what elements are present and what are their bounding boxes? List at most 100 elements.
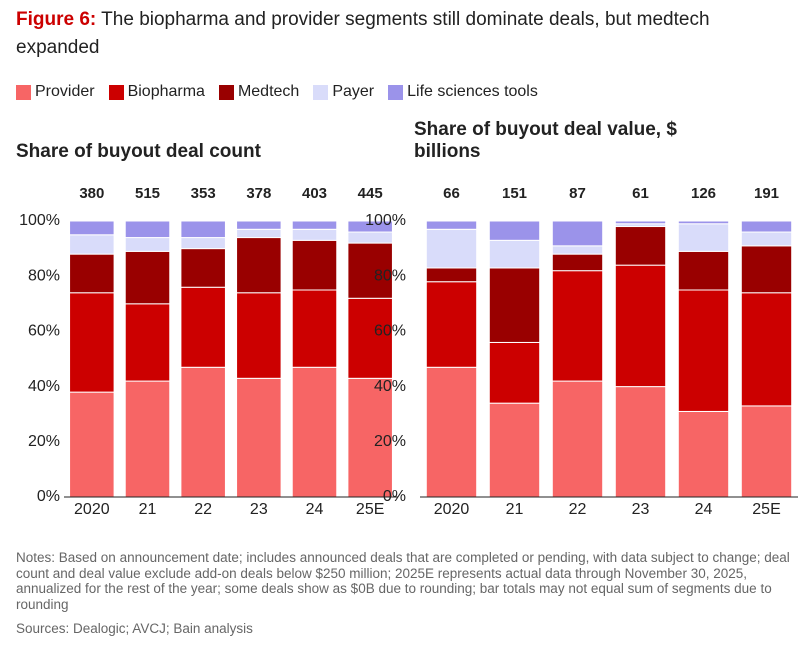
total-label: 380 [79, 185, 104, 202]
bar-segment [551, 220, 604, 247]
bar-segment [488, 220, 541, 241]
bar-segment [551, 253, 604, 272]
legend: Provider Biopharma Medtech Payer Life scienc… [16, 83, 538, 101]
bar-segment [347, 231, 393, 244]
total-label: 87 [569, 185, 586, 202]
bar-segment [488, 239, 541, 269]
legend-label: Biopharma [127, 83, 205, 100]
x-tick-label: 2020 [74, 501, 110, 518]
legend-item: Biopharma [108, 83, 205, 101]
chart-title: Share of buyout deal count [16, 141, 261, 162]
bar-segment [614, 264, 667, 388]
bar-segment [677, 289, 730, 412]
bar-segment [551, 380, 604, 498]
total-label: 126 [691, 185, 716, 202]
y-tick-label: 0% [383, 488, 406, 505]
bar-segment [740, 245, 793, 294]
y-tick-label: 40% [28, 378, 60, 395]
total-label: 353 [191, 185, 216, 202]
x-tick-label: 23 [250, 501, 268, 518]
legend-swatch [16, 84, 31, 100]
bar-segment [740, 231, 793, 247]
total-label: 151 [502, 185, 527, 202]
y-tick-label: 20% [374, 433, 406, 450]
bar-segment [180, 220, 226, 239]
bar-segment [236, 220, 282, 230]
bar-segment [236, 228, 282, 239]
bar-segment [614, 226, 667, 266]
bar-segment [291, 239, 338, 291]
bar-segment [677, 220, 730, 225]
bar-segment [180, 248, 226, 288]
legend-swatch [108, 84, 124, 100]
bar-segment [347, 220, 393, 233]
bar-segment [740, 220, 793, 233]
figure-title: The biopharma and provider segments stil… [16, 9, 710, 58]
bar-segment [551, 270, 604, 382]
bar-segment [551, 245, 604, 255]
legend-item: Provider [16, 83, 95, 101]
bar-segment [291, 228, 338, 241]
bar-segment [180, 286, 226, 368]
bar-segment [180, 366, 226, 498]
y-tick-label: 0% [37, 488, 60, 505]
total-label: 515 [135, 185, 160, 202]
legend-swatch [218, 84, 234, 100]
x-tick-label: 21 [506, 501, 524, 518]
total-label: 403 [302, 185, 327, 202]
bar-segment [69, 220, 115, 236]
legend-item: Payer [313, 83, 374, 101]
bar-segment [124, 380, 171, 498]
legend-swatch [313, 84, 329, 100]
bar-segment [740, 405, 793, 498]
x-tick-label: 25E [356, 501, 384, 518]
y-tick-label: 100% [19, 212, 60, 229]
bar-segment [124, 303, 171, 382]
legend-label: Medtech [237, 83, 300, 100]
y-tick-label: 60% [374, 323, 406, 340]
chart-title: Share of buyout deal value, $ billions [414, 119, 677, 162]
bar-segment [69, 234, 115, 255]
y-tick-label: 100% [365, 212, 406, 229]
bar-segment [180, 237, 226, 250]
bar-segment [236, 377, 282, 498]
bar-segment [677, 223, 730, 252]
bar-segment [291, 366, 338, 498]
y-tick-label: 60% [28, 323, 60, 340]
bar-segment [69, 292, 115, 393]
legend-item: Medtech [218, 83, 300, 101]
y-tick-label: 40% [374, 378, 406, 395]
bar-segment [614, 386, 667, 498]
bar-segment [488, 402, 541, 498]
bar-segment [291, 289, 338, 368]
total-label: 191 [754, 185, 779, 202]
bar-segment [425, 220, 478, 230]
bar-segment [425, 366, 478, 498]
total-label: 378 [246, 185, 271, 202]
total-label: 445 [358, 185, 383, 202]
legend-label: Provider [35, 83, 95, 100]
bar-segment [425, 267, 478, 283]
y-tick-label: 80% [374, 267, 406, 284]
x-tick-label: 22 [569, 501, 587, 518]
x-tick-label: 24 [695, 501, 713, 518]
bar-segment [124, 250, 171, 305]
x-tick-label: 21 [139, 501, 157, 518]
bar-segment [124, 237, 171, 252]
bar-segment [69, 253, 115, 294]
bar-segment [488, 267, 541, 343]
figure-label: Figure 6: [16, 9, 97, 30]
bar-segment [425, 281, 478, 368]
bar-segment [236, 237, 282, 294]
sources: Sources: Dealogic; AVCJ; Bain analysis [16, 621, 253, 636]
bar-segment [347, 297, 393, 379]
y-tick-label: 80% [28, 267, 60, 284]
bar-segment [677, 250, 730, 291]
bar-segment [425, 228, 478, 269]
legend-label: Payer [332, 83, 375, 100]
x-tick-label: 23 [632, 501, 650, 518]
bar-segment [291, 220, 338, 230]
legend-label: Life sciences tools [407, 83, 538, 100]
